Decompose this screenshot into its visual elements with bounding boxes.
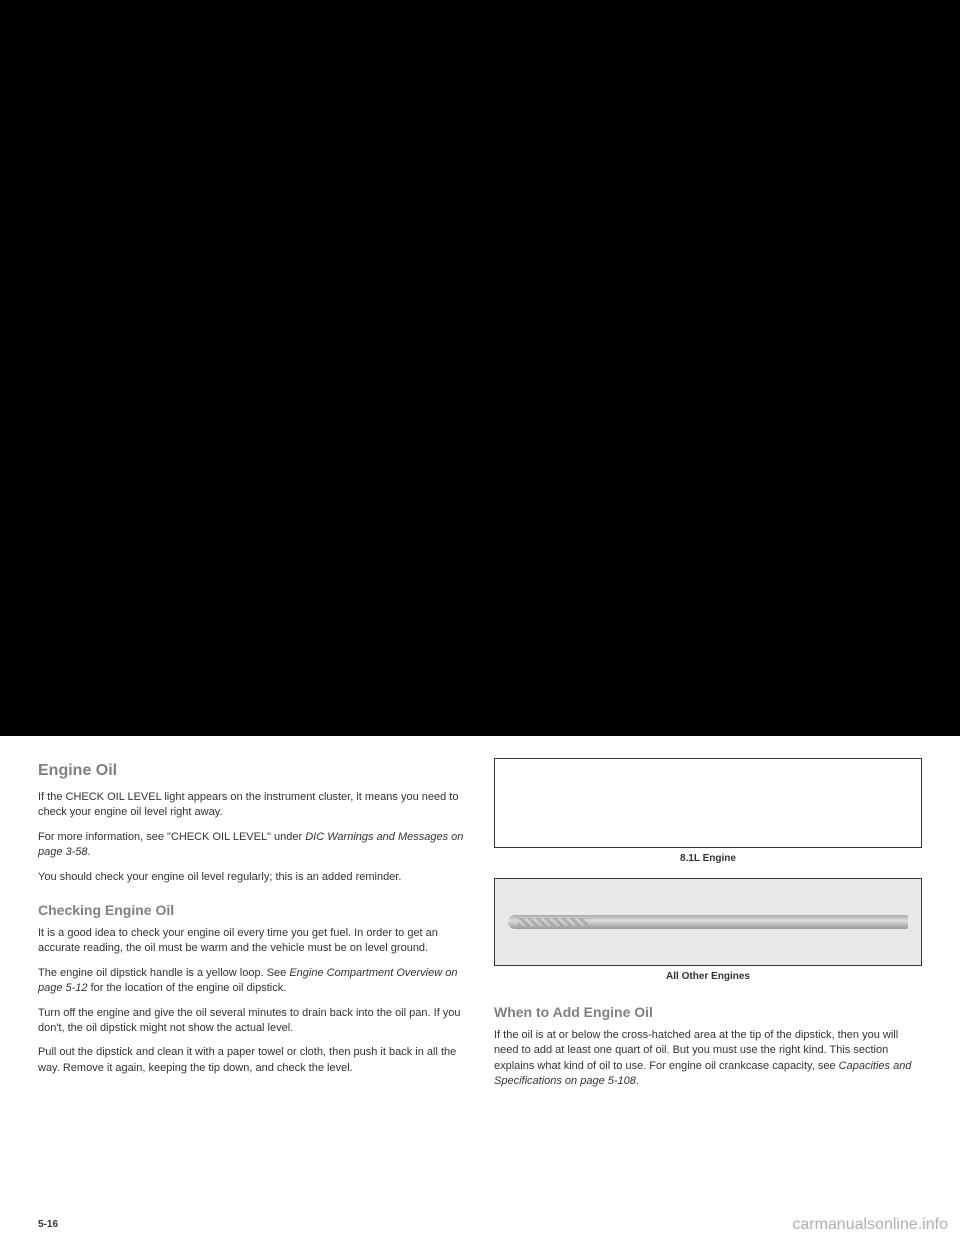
- body-text: The engine oil dipstick handle is a yell…: [38, 966, 466, 997]
- body-text: If the CHECK OIL LEVEL light appears on …: [38, 790, 466, 821]
- body-text: Turn off the engine and give the oil sev…: [38, 1006, 466, 1037]
- figure-dipstick: [494, 878, 922, 966]
- watermark: carmanualsonline.info: [792, 1216, 948, 1234]
- figure-caption: All Other Engines: [494, 971, 922, 982]
- text-run: .: [88, 846, 91, 858]
- text-run: The engine oil dipstick handle is a yell…: [38, 967, 289, 979]
- body-text: Pull out the dipstick and clean it with …: [38, 1045, 466, 1076]
- body-text: If the oil is at or below the cross-hatc…: [494, 1028, 922, 1090]
- subsection-heading: Checking Engine Oil: [38, 902, 466, 918]
- body-text: It is a good idea to check your engine o…: [38, 926, 466, 957]
- subsection-heading: When to Add Engine Oil: [494, 1004, 922, 1020]
- dipstick-illustration: [508, 915, 908, 929]
- text-run: for the location of the engine oil dipst…: [88, 982, 287, 994]
- page-number: 5-16: [38, 1219, 58, 1230]
- figure-engine-8-1l: [494, 758, 922, 848]
- figure-caption: 8.1L Engine: [494, 853, 922, 864]
- text-run: For more information, see "CHECK OIL LEV…: [38, 831, 305, 843]
- body-text: For more information, see "CHECK OIL LEV…: [38, 830, 466, 861]
- section-heading: Engine Oil: [38, 762, 466, 780]
- text-run: If the oil is at or below the cross-hatc…: [494, 1029, 898, 1072]
- text-run: .: [636, 1075, 639, 1087]
- body-text: You should check your engine oil level r…: [38, 870, 466, 885]
